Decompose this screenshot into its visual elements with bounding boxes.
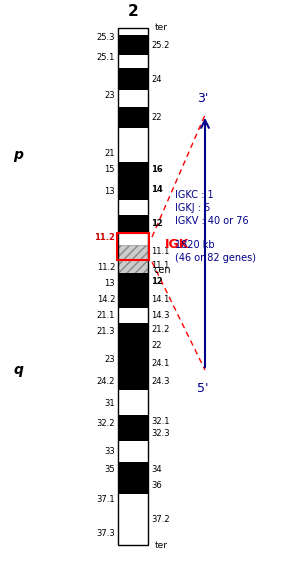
Text: ter: ter [155, 540, 168, 550]
Text: IGKC : 1: IGKC : 1 [175, 190, 214, 200]
Text: 1820 kb: 1820 kb [175, 240, 215, 250]
Text: 14.1: 14.1 [151, 294, 169, 304]
Text: IGKJ : 5: IGKJ : 5 [175, 203, 210, 213]
Text: 34: 34 [151, 466, 162, 474]
Text: 37.2: 37.2 [151, 515, 170, 523]
Text: 14.3: 14.3 [151, 310, 169, 320]
Bar [118, 68, 148, 90]
Text: 2: 2 [128, 5, 138, 20]
Text: 21.1: 21.1 [97, 312, 115, 320]
Text: (46 or 82 genes): (46 or 82 genes) [175, 253, 256, 263]
Bar [118, 390, 148, 415]
Bar [118, 375, 148, 390]
Text: 25.2: 25.2 [151, 40, 169, 49]
Text: 36: 36 [151, 481, 162, 490]
Bar [118, 200, 148, 215]
Bar [118, 338, 148, 354]
Bar [118, 478, 148, 494]
Text: cen: cen [154, 265, 172, 275]
Bar [118, 35, 148, 55]
Text: 25.1: 25.1 [97, 53, 115, 63]
Bar [118, 232, 148, 245]
Text: 25.3: 25.3 [97, 33, 115, 43]
Text: 11.1: 11.1 [151, 247, 169, 256]
Text: 11.2: 11.2 [94, 233, 115, 243]
Bar [118, 55, 148, 68]
Text: 11.2: 11.2 [97, 263, 115, 273]
Text: IGKV : 40 or 76: IGKV : 40 or 76 [175, 216, 249, 226]
Text: 37.3: 37.3 [96, 530, 115, 539]
Text: 12: 12 [151, 220, 163, 228]
Bar [118, 428, 148, 441]
Bar [118, 128, 148, 144]
Text: 32.3: 32.3 [151, 430, 170, 439]
Bar [118, 162, 148, 178]
Bar [118, 290, 148, 308]
Text: 24.2: 24.2 [97, 378, 115, 386]
Text: 13: 13 [104, 186, 115, 196]
Text: 22: 22 [151, 342, 162, 351]
Bar [118, 144, 148, 162]
Text: 22: 22 [151, 113, 162, 122]
Bar [117, 233, 149, 260]
Text: 15: 15 [104, 164, 115, 174]
Text: 21.2: 21.2 [151, 325, 169, 335]
Text: 14: 14 [151, 185, 163, 194]
Bar [118, 494, 148, 545]
Bar [118, 273, 148, 290]
Text: 21: 21 [104, 148, 115, 158]
Text: p: p [13, 148, 23, 162]
Text: 23: 23 [104, 91, 115, 101]
Text: 32.1: 32.1 [151, 416, 169, 426]
Text: 21.3: 21.3 [97, 328, 115, 336]
Text: 13: 13 [104, 278, 115, 288]
Bar [118, 462, 148, 478]
Bar [118, 260, 148, 273]
Text: 35: 35 [104, 466, 115, 474]
Text: 5': 5' [197, 382, 209, 395]
Text: 33: 33 [104, 447, 115, 457]
Text: 24.1: 24.1 [151, 359, 169, 369]
Bar [118, 323, 148, 338]
Bar [118, 178, 148, 200]
Text: 11.1: 11.1 [151, 262, 169, 270]
Text: q: q [13, 363, 23, 377]
Text: 23: 23 [104, 355, 115, 365]
Text: 32.2: 32.2 [97, 420, 115, 428]
Text: 24: 24 [151, 75, 162, 83]
Bar [118, 308, 148, 323]
Text: 24.3: 24.3 [151, 378, 169, 386]
Text: 37.1: 37.1 [96, 496, 115, 504]
Text: ter: ter [155, 24, 168, 33]
Bar [118, 415, 148, 428]
Bar [118, 354, 148, 375]
Bar [118, 107, 148, 128]
Text: 14.2: 14.2 [97, 296, 115, 305]
Text: IGK: IGK [165, 237, 189, 251]
Text: 16: 16 [151, 166, 163, 174]
Bar [118, 215, 148, 232]
Bar [118, 245, 148, 260]
Text: 12: 12 [151, 277, 163, 286]
Text: 3': 3' [197, 92, 209, 105]
Bar [118, 441, 148, 462]
Bar [118, 90, 148, 107]
Text: 31: 31 [104, 398, 115, 408]
Bar [118, 28, 148, 545]
